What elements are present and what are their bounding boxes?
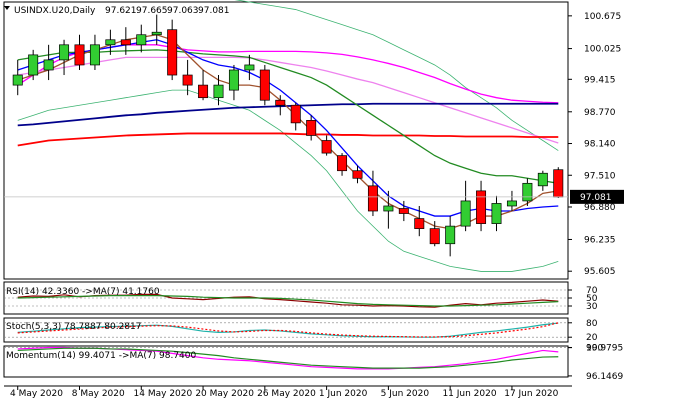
candle-body[interactable]: [306, 120, 317, 136]
candle-body[interactable]: [151, 31, 162, 36]
rsi-tick-label: 30: [586, 302, 598, 312]
momentum-series-line: [17, 347, 559, 369]
candle-body[interactable]: [352, 170, 363, 179]
current-price-box: [570, 189, 624, 204]
candle-body[interactable]: [537, 172, 548, 187]
moving-average-line: [17, 102, 559, 127]
date-tick-label: 26 May 2020: [257, 389, 316, 399]
candle-body[interactable]: [275, 99, 286, 106]
candle-body[interactable]: [167, 29, 178, 76]
moving-average-line: [17, 56, 559, 144]
current-price-label: 97.081: [580, 193, 612, 203]
ohlc-low: 97.063: [167, 6, 199, 16]
price-tick-label: 97.510: [584, 171, 616, 181]
price-tick-label: 100.675: [584, 12, 621, 22]
header-group: USINDX.U20,Daily 97.621 97.665 97.063 97…: [4, 6, 230, 16]
candle-body[interactable]: [259, 69, 270, 101]
candle-body[interactable]: [59, 44, 70, 61]
ohlc-close: 97.081: [198, 6, 230, 16]
symbol-label: USINDX.U20,Daily: [14, 6, 96, 16]
moving-average-line: [17, 132, 559, 147]
stoch-label: Stoch(5,3,3) 78.7887 80.2817: [6, 322, 141, 332]
candle-body[interactable]: [506, 200, 517, 207]
collapse-arrow-icon[interactable]: [4, 6, 10, 10]
momentum-tick-label: 99.9795: [586, 344, 623, 354]
bollinger-lower-line: [17, 89, 559, 272]
ohlc-open: 97.621: [105, 6, 137, 16]
momentum-tick-label: 100: [586, 343, 603, 353]
date-tick-label: 4 May 2020: [10, 389, 63, 399]
moving-average-line: [17, 49, 559, 184]
stoch-series-line: [17, 322, 559, 338]
ohlc-high: 97.665: [136, 6, 168, 16]
rsi-series-line: [17, 295, 559, 307]
panel-border: [3, 317, 569, 343]
candle-body[interactable]: [337, 155, 348, 172]
date-tick-label: 11 Jun 2020: [442, 389, 496, 399]
panel-border: [3, 281, 569, 315]
date-tick-label: 8 May 2020: [72, 389, 125, 399]
stoch-tick-label: 80: [586, 319, 598, 329]
candle-body[interactable]: [476, 190, 487, 224]
momentum-tick-label: 96.1469: [586, 372, 623, 382]
candle-body[interactable]: [414, 218, 425, 229]
date-tick-label: 20 May 2020: [195, 389, 254, 399]
panel-border: [3, 1, 569, 280]
price-tick-label: 98.770: [584, 108, 616, 118]
price-tick-label: 98.140: [584, 140, 616, 150]
date-tick-label: 14 May 2020: [134, 389, 193, 399]
candle-body[interactable]: [28, 54, 39, 76]
candle-body[interactable]: [321, 140, 332, 154]
date-tick-label: 1 Jun 2020: [319, 389, 368, 399]
candle-body[interactable]: [383, 205, 394, 212]
momentum-label: Momentum(14) 99.4071 ->MA(7) 98.7400: [6, 351, 197, 361]
candle-body[interactable]: [445, 225, 456, 245]
candle-body[interactable]: [398, 208, 409, 214]
date-tick-label: 5 Jun 2020: [381, 389, 430, 399]
candle-body[interactable]: [136, 34, 147, 46]
panel-border: [3, 345, 569, 378]
candle-body[interactable]: [120, 39, 131, 46]
candle-body[interactable]: [228, 69, 239, 91]
price-tick-label: 96.235: [584, 235, 616, 245]
candle-body[interactable]: [290, 104, 301, 124]
date-axis: 4 May 2020 8 May 2020 14 May 2020 20 May 20…: [10, 386, 559, 399]
stoch-tick-label: 20: [586, 333, 598, 343]
candle-body[interactable]: [198, 84, 209, 99]
candle-body[interactable]: [429, 228, 440, 245]
rsi-tick-label: 70: [586, 286, 598, 296]
candle-body[interactable]: [367, 185, 378, 212]
date-tick-label: 17 Jun 2020: [504, 389, 558, 399]
candle-body[interactable]: [74, 44, 85, 66]
candle-body[interactable]: [43, 59, 54, 71]
price-tick-label: 100.025: [584, 45, 621, 55]
price-tick-label: 95.605: [584, 267, 616, 277]
candle-body[interactable]: [89, 44, 100, 66]
rsi-tick-label: 50: [586, 294, 598, 304]
candle-body[interactable]: [182, 74, 193, 86]
candle-body[interactable]: [244, 64, 255, 71]
rsi-label: RSI(14) 42.3360 ->MA(7) 41.1760: [6, 287, 160, 297]
candle-body[interactable]: [522, 182, 533, 202]
price-tick-label: 99.415: [584, 75, 616, 85]
chart-frame: [3, 1, 572, 387]
candle-body[interactable]: [12, 74, 23, 86]
price-panel[interactable]: 100.675 100.025 99.415 98.770 98.140 97.510 96…: [4, 0, 624, 277]
candle-body[interactable]: [553, 169, 564, 198]
candle-body[interactable]: [491, 203, 502, 224]
candle-body[interactable]: [105, 39, 116, 46]
candle-body[interactable]: [460, 200, 471, 227]
price-tick-label: 96.880: [584, 203, 616, 213]
candle-body[interactable]: [213, 84, 224, 99]
